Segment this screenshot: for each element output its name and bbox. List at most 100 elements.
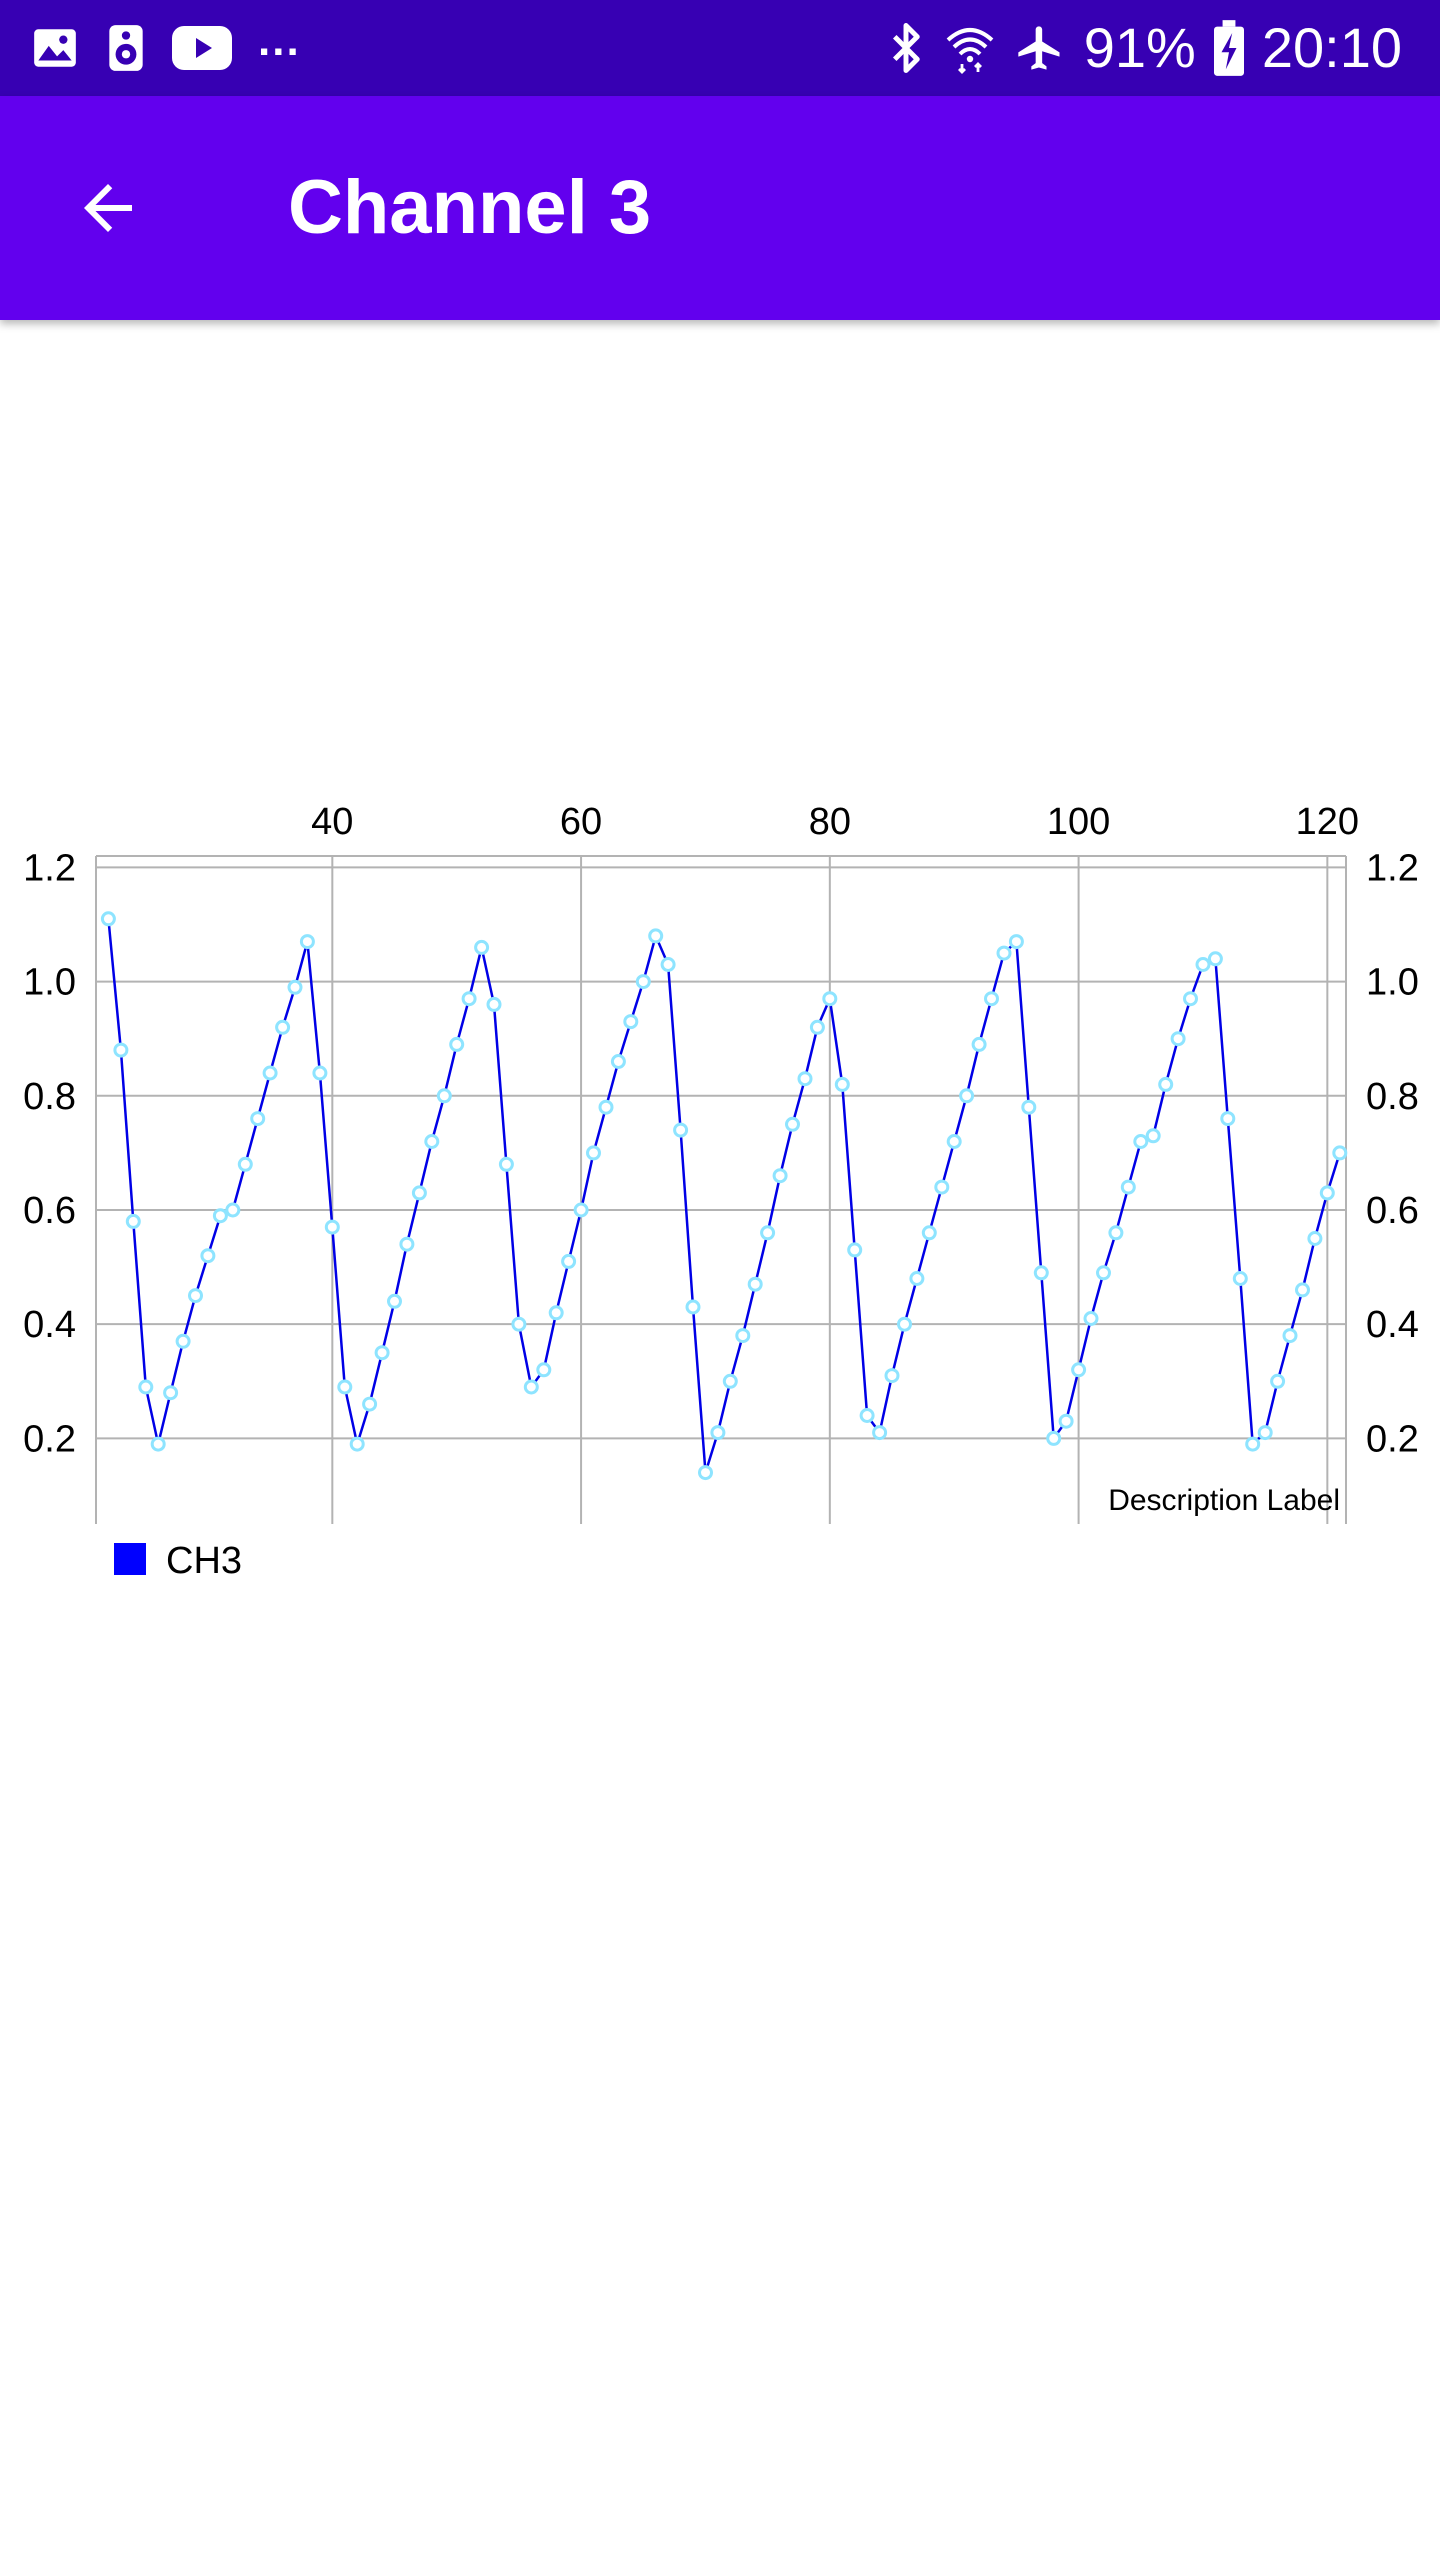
- ch3-data-point: [461, 991, 477, 1007]
- ch3-data-point: [1033, 1265, 1049, 1281]
- ch3-data-point: [1145, 1128, 1161, 1144]
- ch3-data-point: [884, 1368, 900, 1384]
- ch3-data-point: [610, 1054, 626, 1069]
- chart-description-label: Description Label: [1108, 1484, 1340, 1517]
- ch3-data-point: [337, 1379, 353, 1395]
- y-tick-label-right: 0.8: [1366, 1076, 1419, 1118]
- ch3-data-point: [125, 1213, 141, 1229]
- ch3-data-point: [1170, 1031, 1186, 1047]
- x-tick-label: 80: [809, 801, 851, 843]
- app-bar: Channel 3: [0, 96, 1440, 320]
- y-tick-label-left: 1.2: [23, 847, 76, 889]
- ch3-data-point: [511, 1316, 527, 1332]
- ch3-data-point: [1245, 1436, 1261, 1452]
- ch3-data-point: [1008, 934, 1024, 950]
- chart-legend: CH3: [114, 1540, 242, 1582]
- ch3-data-point: [1207, 951, 1223, 967]
- ch3-data-point: [1021, 1099, 1037, 1115]
- ch3-data-point: [1195, 957, 1211, 972]
- ch3-data-point: [1108, 1225, 1124, 1241]
- ch3-data-point: [648, 928, 664, 944]
- image-icon: [34, 29, 76, 67]
- y-tick-label-right: 0.2: [1366, 1418, 1419, 1460]
- ch3-data-point: [262, 1065, 278, 1081]
- chart-canvas[interactable]: 0.2 0.2 0.4 0.4 0.6 0.6 0.8 0.8 1.0 1.0 1.2 1.2 40 60…: [0, 780, 1440, 1600]
- ch3-data-point: [760, 1225, 776, 1241]
- ch3-data-point: [946, 1134, 962, 1149]
- ch3-data-point: [822, 991, 838, 1007]
- ch3-data-point: [1270, 1373, 1286, 1389]
- ch3-data-point: [1046, 1430, 1062, 1446]
- ch3-data-point: [847, 1242, 863, 1258]
- ch3-data-point: [287, 979, 303, 995]
- ch3-data-point: [598, 1099, 614, 1115]
- ch3-data-point: [212, 1208, 228, 1224]
- ch3-data-point: [362, 1396, 378, 1412]
- ch3-data-point: [250, 1111, 266, 1127]
- status-bar: ... 91% 20:10: [0, 0, 1440, 96]
- ch3-data-point: [1133, 1134, 1149, 1149]
- ch3-data-point: [909, 1271, 925, 1286]
- ch3-data-point: [996, 945, 1012, 961]
- ch3-data-point: [200, 1248, 216, 1264]
- back-button[interactable]: [56, 156, 160, 260]
- ch3-data-point: [722, 1373, 738, 1389]
- ch3-data-point: [436, 1088, 452, 1104]
- y-tick-label-left: 0.6: [23, 1190, 76, 1232]
- ch3-data-point: [1158, 1076, 1174, 1092]
- chart-axes: 0.2 0.2 0.4 0.4 0.6 0.6 0.8 0.8 1.0 1.0 1.2 1.2 40 60…: [23, 801, 1419, 1460]
- ch3-data-point: [1232, 1271, 1248, 1286]
- ch3-data-point: [859, 1408, 875, 1423]
- chart-series: [100, 911, 1348, 1481]
- system-icons: 91% 20:10: [886, 18, 1402, 78]
- ch3-data-point: [685, 1299, 701, 1315]
- ch3-data-point: [225, 1202, 241, 1218]
- ch3-data-point: [1307, 1231, 1323, 1246]
- ch3-data-point: [163, 1385, 179, 1401]
- legend-label-ch3: CH3: [166, 1540, 242, 1582]
- battery-charging-icon: [1213, 20, 1244, 76]
- ch3-data-point: [834, 1076, 850, 1092]
- ch3-data-point: [573, 1202, 589, 1218]
- ch3-data-point: [449, 1036, 465, 1052]
- wifi-icon: [946, 28, 994, 74]
- y-tick-label-right: 1.0: [1366, 962, 1419, 1004]
- line-chart[interactable]: 0.2 0.2 0.4 0.4 0.6 0.6 0.8 0.8 1.0 1.0 1.2 1.2 40 60…: [0, 780, 1440, 1600]
- ch3-data-point: [809, 1019, 825, 1035]
- ch3-data-point: [1257, 1425, 1273, 1441]
- ch3-data-point: [1220, 1111, 1236, 1127]
- ch3-data-point: [1183, 991, 1198, 1007]
- ch3-data-point: [474, 939, 490, 955]
- y-tick-label-left: 0.2: [23, 1418, 76, 1460]
- ch3-data-point: [1071, 1362, 1087, 1378]
- clock: 20:10: [1261, 16, 1402, 79]
- ch3-data-point: [374, 1345, 390, 1361]
- ch3-series-line: [107, 918, 1341, 1474]
- y-tick-label-left: 0.8: [23, 1076, 76, 1118]
- ch3-data-point: [872, 1425, 888, 1441]
- ch3-data-point: [635, 974, 651, 990]
- ch3-data-point: [424, 1134, 440, 1149]
- ch3-data-point: [1295, 1282, 1310, 1298]
- ch3-data-point: [399, 1236, 415, 1252]
- ch3-data-point: [138, 1379, 154, 1395]
- y-tick-label-right: 1.2: [1366, 847, 1419, 889]
- bluetooth-icon: [892, 23, 920, 73]
- ch3-data-point: [1083, 1311, 1099, 1326]
- ch3-data-point: [785, 1116, 800, 1132]
- x-tick-label: 120: [1296, 801, 1359, 843]
- ch3-data-point: [1332, 1145, 1348, 1161]
- more-notifications-indicator: ...: [258, 16, 301, 65]
- ch3-data-point: [387, 1293, 402, 1309]
- ch3-data-point: [959, 1088, 975, 1104]
- arrow-back-icon: [84, 184, 132, 232]
- ch3-data-point: [710, 1425, 726, 1441]
- ch3-data-point: [299, 934, 315, 950]
- ch3-data-point: [324, 1219, 340, 1235]
- legend-swatch-ch3: [114, 1543, 146, 1575]
- ch3-data-point: [188, 1288, 203, 1304]
- ch3-data-point: [486, 996, 502, 1012]
- ch3-data-point: [498, 1156, 514, 1172]
- notification-icons: ...: [30, 16, 301, 76]
- airplane-icon: [1018, 26, 1060, 70]
